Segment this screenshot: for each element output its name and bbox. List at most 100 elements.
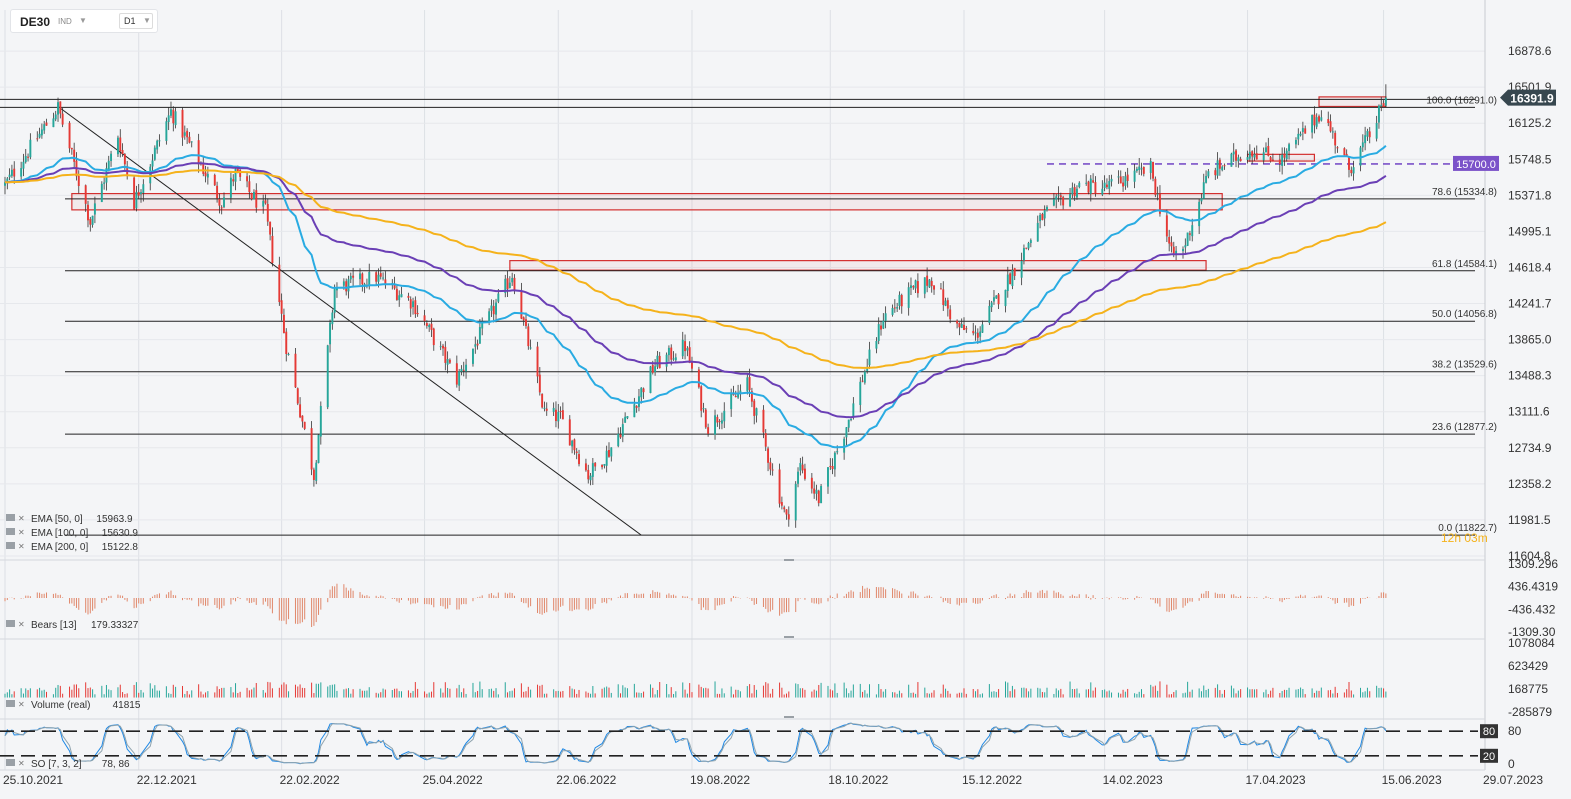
candle [656, 350, 659, 370]
candle-body [1384, 97, 1387, 106]
candle [282, 308, 285, 334]
candle-body [750, 391, 753, 402]
candle-body [880, 325, 882, 330]
price-tick-label: 15748.5 [1508, 152, 1552, 166]
candle [1122, 176, 1125, 192]
candle [262, 194, 265, 214]
candle [73, 142, 76, 168]
stochastic-level-tag [1480, 724, 1498, 739]
candle-body [133, 177, 136, 210]
candle [1230, 152, 1233, 167]
close-icon[interactable]: ✕ [18, 542, 25, 551]
candle [1352, 160, 1355, 181]
candle-body [474, 344, 477, 347]
candle-body [571, 440, 574, 447]
candle [204, 165, 207, 183]
candle [1055, 194, 1058, 209]
candle [13, 161, 16, 184]
candle-body [1198, 201, 1201, 227]
candle [1142, 166, 1145, 177]
candle [423, 309, 426, 326]
candle [635, 405, 638, 413]
candle [1200, 193, 1203, 205]
candle-body [296, 388, 299, 404]
candle-body [746, 377, 749, 392]
chevron-down-icon[interactable]: ▼ [79, 16, 87, 25]
candle-body [787, 514, 790, 520]
candle [1170, 236, 1173, 253]
candle [829, 458, 832, 470]
candle-body [232, 179, 235, 182]
close-icon[interactable]: ✕ [18, 700, 25, 709]
drag-handle-icon[interactable] [6, 542, 15, 549]
close-icon[interactable]: ✕ [18, 620, 25, 629]
candle [529, 339, 532, 350]
drag-handle-icon[interactable] [6, 700, 15, 707]
chevron-down-icon[interactable]: ▼ [143, 16, 151, 25]
pane-resize-handle[interactable] [784, 559, 794, 561]
candle-body [1283, 153, 1286, 158]
pane-resize-handle[interactable] [784, 636, 794, 638]
candle-body [1071, 187, 1074, 195]
candle [1069, 187, 1072, 208]
candle-body [1214, 170, 1217, 176]
candle-body [223, 197, 225, 208]
timeframe-selector[interactable]: D1 ▼ [119, 13, 153, 29]
candle-body [559, 410, 562, 412]
candle [495, 298, 497, 323]
candle-body [142, 184, 145, 194]
drag-handle-icon[interactable] [6, 759, 15, 766]
candle-body [557, 411, 560, 422]
candle [697, 366, 700, 389]
candle-body [1184, 245, 1187, 248]
candle [1331, 127, 1334, 139]
candle-body [769, 462, 772, 470]
candle [831, 458, 834, 475]
candle-body [1248, 151, 1251, 159]
candle [43, 120, 46, 134]
candle-body [368, 271, 371, 287]
candle [1101, 180, 1104, 197]
pane-resize-handle[interactable] [784, 716, 794, 718]
price-tick-label: 15371.8 [1508, 188, 1552, 202]
candle [315, 459, 318, 485]
candle [1156, 186, 1159, 201]
candle-body [877, 324, 880, 341]
fib-label: 100.0 (16291.0) [1426, 95, 1497, 106]
candle [1108, 175, 1111, 195]
candle [817, 489, 820, 507]
drag-handle-icon[interactable] [6, 620, 15, 627]
candle-body [976, 332, 979, 338]
candle [1085, 174, 1088, 186]
candle [400, 286, 403, 298]
candle [1311, 114, 1314, 139]
candle [928, 278, 931, 288]
close-icon[interactable]: ✕ [18, 528, 25, 537]
symbol-selector[interactable]: DE30 IND ▼ D1 ▼ [10, 9, 158, 33]
candle-body [720, 420, 723, 424]
candle-body [688, 347, 691, 363]
candle-body [1089, 178, 1092, 194]
candle-body [591, 463, 594, 477]
candle-body [1343, 148, 1346, 156]
candle-body [1207, 171, 1210, 177]
candle-body [529, 347, 532, 349]
candle [1343, 147, 1346, 156]
candle-body [545, 408, 548, 411]
close-icon[interactable]: ✕ [18, 759, 25, 768]
candle [707, 423, 710, 437]
drag-handle-icon[interactable] [6, 528, 15, 535]
candle-body [294, 353, 297, 388]
close-icon[interactable]: ✕ [18, 514, 25, 523]
candle-body [24, 156, 27, 163]
date-tick-label: 22.12.2021 [137, 773, 197, 787]
candle [591, 457, 594, 485]
drag-handle-icon[interactable] [6, 514, 15, 521]
candle [820, 484, 823, 504]
candle-body [448, 359, 451, 363]
candle-body [949, 309, 952, 320]
candle [1168, 229, 1171, 252]
candle-body [278, 264, 281, 303]
candle-body [1281, 154, 1284, 166]
